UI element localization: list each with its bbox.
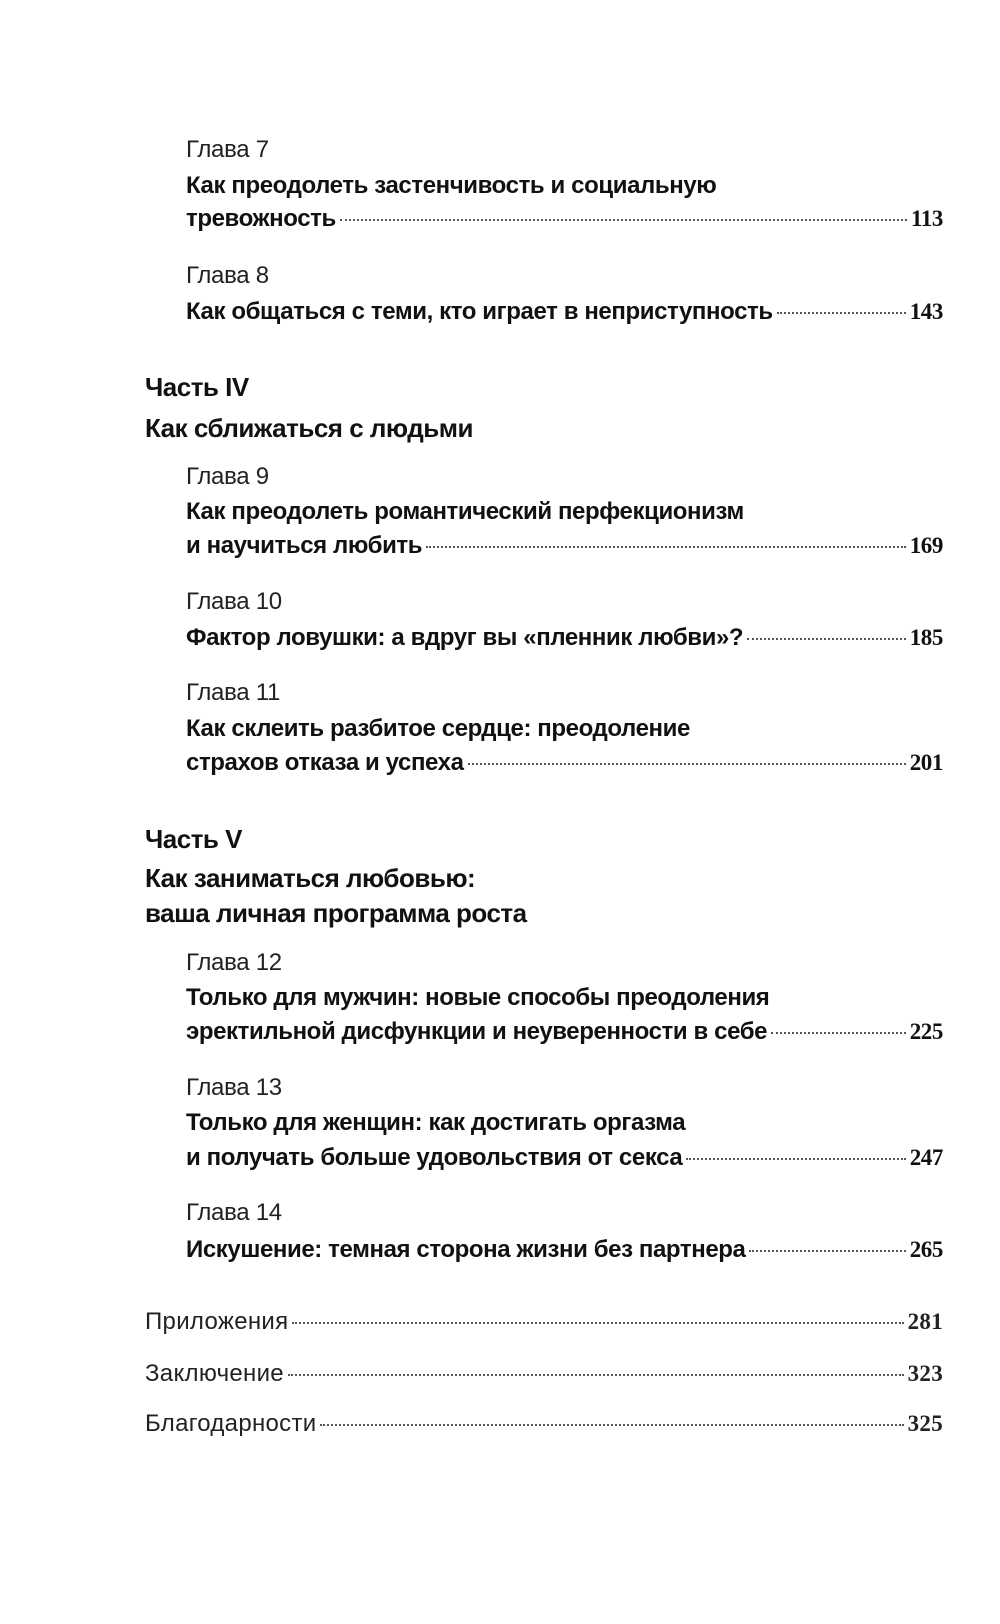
page-number: 323 (907, 1361, 943, 1386)
toc-entry-chapter-8[interactable]: Как общаться с теми, кто играет в неприс… (186, 297, 943, 327)
dot-leader (292, 1322, 904, 1324)
chapter-title: страхов отказа и успеха (186, 749, 464, 776)
dot-leader (747, 638, 906, 640)
toc-entry-chapter-9[interactable]: и научиться любить 169 (186, 531, 943, 561)
page-number: 113 (910, 206, 943, 231)
chapter-title: Фактор ловушки: а вдруг вы «пленник любв… (186, 624, 744, 651)
chapter-label: Глава 14 (186, 1199, 282, 1226)
part-title: Как заниматься любовью: (145, 863, 476, 893)
page-number: 143 (909, 299, 944, 324)
chapter-title: Только для мужчин: новые способы преодол… (186, 984, 770, 1011)
toc-entry-chapter-7[interactable]: тревожность 113 (186, 204, 943, 234)
dot-leader (287, 1374, 904, 1376)
entry-title: Приложения (145, 1308, 289, 1335)
toc-entry-chapter-10[interactable]: Фактор ловушки: а вдруг вы «пленник любв… (186, 623, 943, 653)
dot-leader (776, 312, 906, 314)
page-number: 265 (909, 1237, 944, 1262)
chapter-title: эректильной дисфункции и неуверенности в… (186, 1018, 768, 1045)
toc-entry-appendices[interactable]: Приложения 281 (145, 1307, 943, 1337)
toc-entry-chapter-11[interactable]: страхов отказа и успеха 201 (186, 748, 943, 778)
entry-title: Благодарности (145, 1410, 317, 1437)
chapter-title: Как преодолеть застенчивость и социальну… (186, 172, 717, 199)
chapter-title: Как общаться с теми, кто играет в неприс… (186, 298, 773, 325)
chapter-title: Только для женщин: как достигать оргазма (186, 1109, 686, 1136)
chapter-label: Глава 8 (186, 262, 269, 289)
toc-entry-conclusion[interactable]: Заключение 323 (145, 1359, 943, 1389)
toc-entry-chapter-14[interactable]: Искушение: темная сторона жизни без парт… (186, 1235, 943, 1265)
dot-leader (339, 219, 907, 221)
dot-leader (426, 546, 906, 548)
page-number: 247 (909, 1145, 944, 1170)
toc-entry-chapter-13[interactable]: и получать больше удовольствия от секса 2… (186, 1143, 943, 1173)
chapter-title: Как преодолеть романтический перфекциони… (186, 498, 744, 525)
chapter-title: и научиться любить (186, 532, 423, 559)
part-title: Как сближаться с людьми (145, 413, 473, 443)
dot-leader (320, 1424, 904, 1426)
chapter-title: и получать больше удовольствия от секса (186, 1144, 683, 1171)
chapter-title: Как склеить разбитое сердце: преодоление (186, 715, 690, 742)
dot-leader (771, 1032, 906, 1034)
toc-entry-acknowledgements[interactable]: Благодарности 325 (145, 1409, 943, 1439)
dot-leader (749, 1250, 906, 1252)
page-number: 169 (909, 533, 944, 558)
entry-title: Заключение (145, 1360, 284, 1387)
page-number: 225 (909, 1019, 944, 1044)
chapter-title: тревожность (186, 205, 336, 232)
page-number: 201 (909, 750, 944, 775)
part-label: Часть V (145, 824, 242, 854)
page-number: 281 (907, 1309, 943, 1334)
page-number: 185 (909, 625, 944, 650)
part-label: Часть IV (145, 372, 249, 402)
chapter-title: Искушение: темная сторона жизни без парт… (186, 1236, 746, 1263)
chapter-label: Глава 12 (186, 949, 282, 976)
chapter-label: Глава 9 (186, 463, 269, 490)
part-title: ваша личная программа роста (145, 898, 527, 928)
chapter-label: Глава 10 (186, 588, 282, 615)
toc-entry-chapter-12[interactable]: эректильной дисфункции и неуверенности в… (186, 1017, 943, 1047)
page-number: 325 (907, 1411, 943, 1436)
dot-leader (686, 1158, 906, 1160)
chapter-label: Глава 7 (186, 136, 269, 163)
chapter-label: Глава 13 (186, 1074, 282, 1101)
dot-leader (467, 763, 906, 765)
chapter-label: Глава 11 (186, 679, 281, 706)
